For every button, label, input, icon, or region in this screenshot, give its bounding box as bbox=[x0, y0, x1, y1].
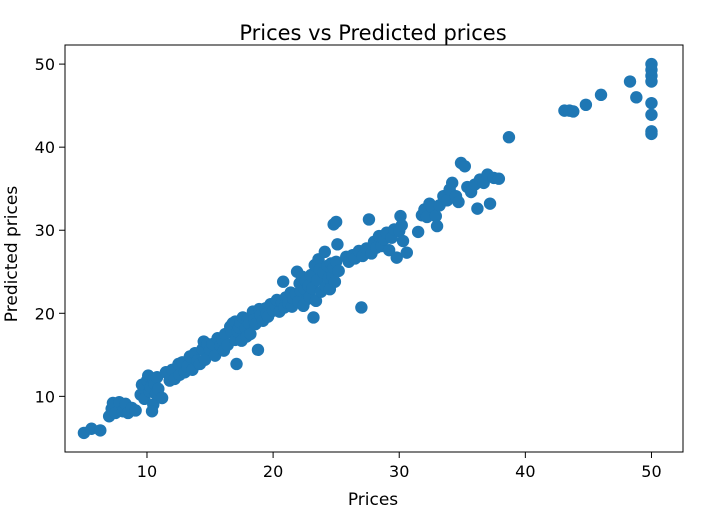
data-point bbox=[567, 105, 580, 118]
data-point bbox=[309, 294, 323, 308]
data-point bbox=[579, 98, 593, 112]
y-tick-label: 20 bbox=[35, 304, 55, 323]
data-point bbox=[244, 327, 257, 341]
data-point bbox=[355, 301, 368, 314]
data-point bbox=[318, 245, 332, 259]
y-tick-label: 10 bbox=[35, 387, 55, 406]
y-tick-label: 50 bbox=[35, 55, 55, 74]
data-point bbox=[362, 213, 376, 226]
data-point bbox=[331, 238, 344, 251]
data-point bbox=[230, 357, 243, 371]
x-tick-label: 20 bbox=[263, 462, 283, 481]
x-tick-label: 30 bbox=[389, 462, 409, 481]
data-point bbox=[430, 219, 444, 233]
data-point bbox=[630, 91, 643, 104]
data-point bbox=[483, 197, 497, 210]
data-point bbox=[471, 202, 484, 215]
x-tick-label: 50 bbox=[641, 462, 661, 481]
data-point bbox=[623, 75, 637, 88]
data-point bbox=[307, 311, 320, 324]
data-point bbox=[328, 275, 342, 288]
data-point bbox=[332, 264, 345, 278]
chart-title: Prices vs Predicted prices bbox=[239, 21, 506, 45]
data-point bbox=[445, 176, 459, 190]
data-point bbox=[458, 160, 472, 173]
data-point bbox=[251, 343, 265, 357]
data-point bbox=[429, 209, 442, 223]
data-point bbox=[198, 353, 212, 367]
data-point bbox=[502, 130, 516, 144]
data-point bbox=[400, 246, 413, 259]
axis-ticks: 10 20 30 40 50 10 20 30 40 50 bbox=[35, 55, 662, 481]
y-tick-label: 40 bbox=[35, 138, 55, 157]
x-tick-label: 10 bbox=[137, 462, 157, 481]
data-point bbox=[276, 275, 290, 288]
x-tick-label: 40 bbox=[515, 462, 535, 481]
data-point bbox=[145, 405, 159, 418]
data-point bbox=[329, 215, 343, 229]
data-point bbox=[645, 127, 658, 141]
data-point bbox=[155, 391, 169, 405]
data-point bbox=[94, 424, 107, 437]
data-point bbox=[645, 108, 658, 121]
data-point bbox=[390, 251, 403, 264]
data-point bbox=[394, 209, 407, 223]
x-axis-label: Prices bbox=[348, 490, 398, 510]
plot-frame bbox=[64, 44, 684, 453]
data-point bbox=[411, 225, 425, 239]
data-point bbox=[452, 195, 465, 209]
data-point bbox=[395, 219, 408, 232]
data-point bbox=[492, 172, 506, 185]
y-axis-label: Predicted prices bbox=[2, 186, 22, 323]
data-point bbox=[129, 404, 142, 417]
data-point bbox=[396, 234, 410, 248]
y-tick-label: 30 bbox=[35, 221, 55, 240]
data-point bbox=[645, 96, 658, 110]
data-point bbox=[594, 88, 608, 102]
data-point bbox=[645, 75, 658, 88]
data-point bbox=[382, 243, 396, 257]
data-points bbox=[77, 57, 658, 440]
